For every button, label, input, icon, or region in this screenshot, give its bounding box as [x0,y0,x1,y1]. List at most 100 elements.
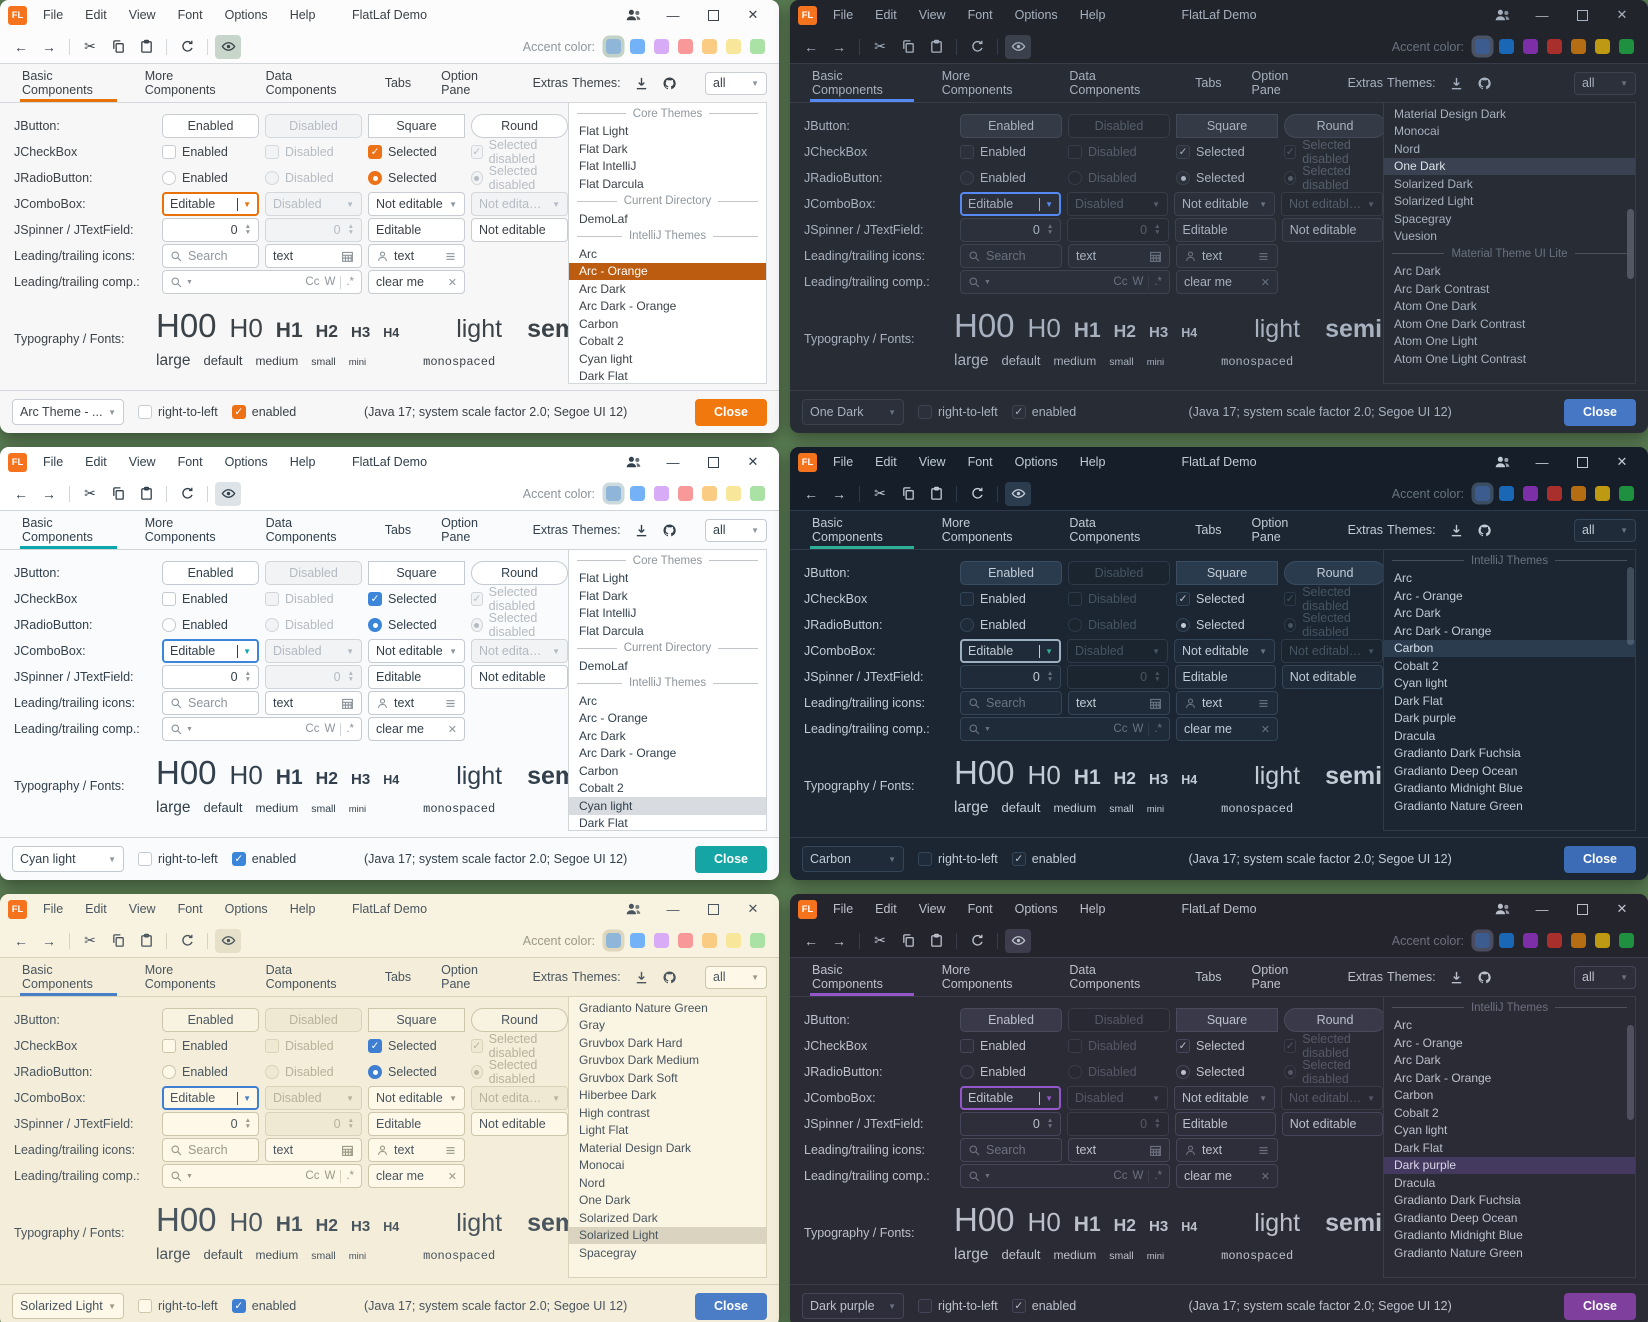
back-button[interactable]: ← [804,932,818,949]
download-icon[interactable] [1448,74,1466,92]
theme-list-item[interactable]: Gruvbox Dark Soft [579,1070,678,1085]
menu-options[interactable]: Options [1014,902,1058,916]
users-icon[interactable] [613,1,653,29]
eye-icon[interactable] [215,928,241,953]
menu-edit[interactable]: Edit [875,8,897,22]
spinner-arrows-icon[interactable]: ▲ ▼ [1046,223,1054,236]
accent-swatch[interactable] [1547,933,1562,948]
theme-list-item[interactable]: Arc Dark - Orange [579,746,677,761]
maximize-button[interactable] [693,448,733,476]
theme-list-item[interactable]: Gradianto Midnight Blue [1394,781,1523,796]
themes-list-scrollbar[interactable] [1627,209,1634,280]
regex-button[interactable]: .* [1154,723,1162,735]
clear-icon[interactable]: ✕ [1260,723,1270,736]
themes-list-scrollbar[interactable] [1627,1025,1634,1121]
download-icon[interactable] [633,74,651,92]
theme-list-item[interactable]: Dracula [1394,1175,1436,1190]
maximize-button[interactable] [1562,1,1602,29]
theme-list-item[interactable]: DemoLaf [579,211,628,226]
editable-combobox[interactable]: Editable ▼ [162,1086,259,1110]
square-button[interactable]: Square [368,1008,465,1032]
match-case-button[interactable]: Cc [1113,1170,1128,1182]
close-button[interactable]: Close [695,1292,767,1320]
forward-button[interactable]: → [832,485,846,502]
theme-list-item[interactable]: Spacegray [579,1245,637,1260]
editable-textfield[interactable]: Editable [1174,1112,1276,1136]
tab-more-components[interactable]: More Components [941,963,1013,991]
theme-list-item[interactable]: Carbon [579,763,619,778]
checkbox-enabled[interactable]: Enabled [162,145,259,159]
eye-icon[interactable] [1005,34,1031,59]
editable-textfield[interactable]: Editable [368,665,465,689]
theme-list-item[interactable]: Dark Flat [1394,693,1443,708]
noneditable-combobox[interactable]: Not editable ▼ [1174,639,1275,663]
theme-list-item[interactable]: Gradianto Midnight Blue [1394,1228,1523,1243]
square-button[interactable]: Square [368,114,465,138]
theme-list-item[interactable]: Flat Light [579,571,629,586]
calendar-icon[interactable] [341,250,354,263]
theme-list-item[interactable]: Flat Dark [579,588,628,603]
round-button[interactable]: Round [471,561,568,585]
tab-tabs[interactable]: Tabs [1195,523,1222,537]
menu-options[interactable]: Options [224,902,268,916]
accent-swatch[interactable] [726,933,741,948]
tab-extras[interactable]: Extras [1347,970,1383,984]
user-field[interactable]: text [368,691,465,715]
minimize-button[interactable]: — [1535,7,1549,23]
theme-list-item[interactable]: Vuesion [1394,229,1437,244]
menu-font[interactable]: Font [177,8,203,22]
cut-icon[interactable]: ✂ [84,932,96,948]
radio-selected[interactable]: Selected [1176,171,1278,185]
accent-swatch[interactable] [1571,39,1586,54]
close-window-button[interactable]: ✕ [747,454,759,469]
github-icon[interactable] [1476,968,1494,986]
copy-icon[interactable] [105,482,131,506]
noneditable-combobox[interactable]: Not editable ▼ [368,1086,465,1110]
whole-words-button[interactable]: W [1132,276,1144,288]
search-field[interactable]: Search [960,691,1062,715]
theme-list-item[interactable]: Arc Dark [579,281,626,296]
copy-icon[interactable] [895,35,921,59]
menu-view[interactable]: View [128,902,156,916]
clearable-field[interactable]: clear me ✕ [1176,717,1278,741]
theme-select-combobox[interactable]: Cyan light ▼ [12,846,124,872]
right-to-left-checkbox[interactable]: right-to-left [138,405,218,419]
themes-filter-combobox[interactable]: all ▼ [1574,71,1636,95]
users-icon[interactable] [1482,1,1522,29]
accent-swatch[interactable] [1523,39,1538,54]
radio-enabled[interactable]: Enabled [960,618,1062,632]
noneditable-textfield[interactable]: Not editable [471,665,568,689]
whole-words-button[interactable]: W [324,723,336,735]
noneditable-textfield[interactable]: Not editable [1281,665,1383,689]
radio-selected[interactable]: Selected [368,1065,465,1079]
tab-basic-components[interactable]: Basic Components [20,64,117,102]
accent-swatch[interactable] [1595,933,1610,948]
theme-list-item[interactable]: Spacegray [1394,211,1452,226]
copy-icon[interactable] [105,929,131,953]
tab-more-components[interactable]: More Components [941,69,1013,97]
minimize-button[interactable]: — [666,454,680,470]
radio-enabled[interactable]: Enabled [162,171,259,185]
back-button[interactable]: ← [14,932,28,949]
menu-help[interactable]: Help [289,8,316,22]
users-icon[interactable] [613,895,653,923]
enabled-button[interactable]: Enabled [960,114,1062,138]
theme-list-item[interactable]: Flat Darcula [579,176,644,191]
tab-option-pane[interactable]: Option Pane [1251,69,1289,97]
forward-button[interactable]: → [832,38,846,55]
match-case-button[interactable]: Cc [305,723,320,735]
menu-help[interactable]: Help [1079,455,1106,469]
eye-icon[interactable] [1005,481,1031,506]
tab-basic-components[interactable]: Basic Components [810,64,914,102]
whole-words-button[interactable]: W [324,276,336,288]
clear-icon[interactable]: ✕ [1260,1170,1270,1183]
list-icon[interactable] [444,697,457,710]
search-field[interactable]: Search [162,691,259,715]
search-compound-field[interactable]: ▼ Cc W .* [162,1164,362,1188]
checkbox-selected[interactable]: ✓ Selected [368,1039,465,1053]
theme-list-item[interactable]: Solarized Light [1394,194,1474,209]
accent-swatch[interactable] [606,486,621,501]
accent-swatch[interactable] [606,933,621,948]
menu-edit[interactable]: Edit [85,8,107,22]
accent-swatch[interactable] [678,39,693,54]
